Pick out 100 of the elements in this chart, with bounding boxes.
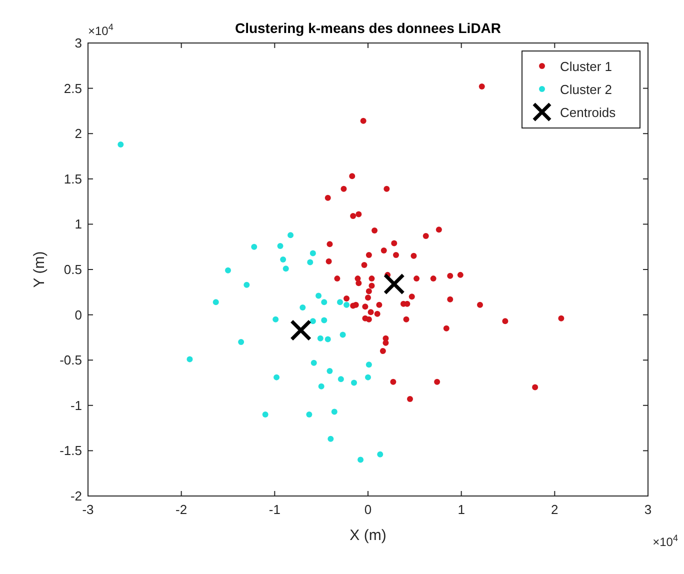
point [558,315,564,322]
point [274,374,280,380]
y-tick-label: 0 [74,307,82,322]
point [380,348,386,354]
point [443,325,450,332]
point [365,374,371,380]
x-tick-label: -1 [268,502,280,517]
point [307,259,314,266]
point [366,362,372,368]
x-tick-label: -3 [82,502,94,517]
point [326,258,332,264]
y-tick-label: 3 [74,36,82,50]
point [340,186,347,192]
point [316,292,322,299]
point [321,299,328,306]
point [338,376,344,382]
point [118,141,124,148]
point [288,232,294,238]
point [337,299,343,306]
legend-label: Cluster 2 [560,82,612,97]
y-axis-title: Y (m) [31,251,48,288]
point [447,272,454,279]
point [408,294,415,300]
y-tick-label: 1 [74,216,82,232]
point [478,83,485,90]
point [391,240,398,246]
point [366,252,372,258]
y-tick-label: 2.5 [64,80,82,96]
point [380,247,387,254]
point [361,262,368,268]
point [436,226,442,233]
point [365,294,371,301]
point [477,302,483,308]
point [414,276,420,282]
point [457,272,464,278]
point [262,411,268,418]
point [384,186,390,192]
point [390,378,396,385]
point [430,276,436,282]
point [360,118,366,124]
point [358,456,364,463]
point [356,280,362,286]
point [368,282,375,289]
point [317,335,324,342]
point [244,282,250,288]
point [331,408,338,415]
point [377,451,384,458]
legend-label: Cluster 1 [560,59,612,74]
point [238,338,244,345]
point [368,276,375,282]
point [356,211,362,218]
chart-title: Clustering k-means des donnees LiDAR [234,20,502,36]
point [251,244,258,250]
point [282,266,289,272]
point [326,368,333,374]
text: ×10$^{4}$ [88,22,114,38]
point [422,232,429,239]
point [334,276,340,282]
point [321,317,328,324]
x-tick-label: 3 [644,502,652,517]
y-tick-label: 0.5 [64,262,82,277]
point [326,241,333,248]
point [434,378,440,385]
point [350,213,356,220]
point [532,384,538,390]
point [447,296,454,302]
x-axis-title: X (m) [350,527,386,544]
point [393,252,399,258]
point [328,436,334,442]
point [186,356,193,362]
point [502,318,508,324]
point [277,242,284,249]
y-tick-label: 1.5 [64,171,82,186]
point [280,256,286,263]
point [407,396,413,402]
point [310,318,316,324]
point [318,383,324,390]
point [374,310,380,317]
y-tick-label: -0.5 [60,352,82,368]
point [225,267,231,274]
x-tick-label: -2 [176,502,188,517]
x-tick-label: 1 [458,502,465,517]
point [410,252,417,259]
point [403,316,410,322]
y-tick-label: -1 [70,398,82,413]
point [372,228,378,234]
y-tick-label: -2 [70,488,82,504]
point [366,288,372,294]
point [383,273,405,295]
x-tick-label: 0 [364,502,372,517]
point [344,302,350,308]
point [306,411,312,418]
point [324,336,331,342]
point [310,360,317,366]
point [344,295,350,302]
point [362,304,368,310]
point [300,304,306,311]
point [340,332,346,338]
point [376,302,382,308]
point [368,309,374,316]
